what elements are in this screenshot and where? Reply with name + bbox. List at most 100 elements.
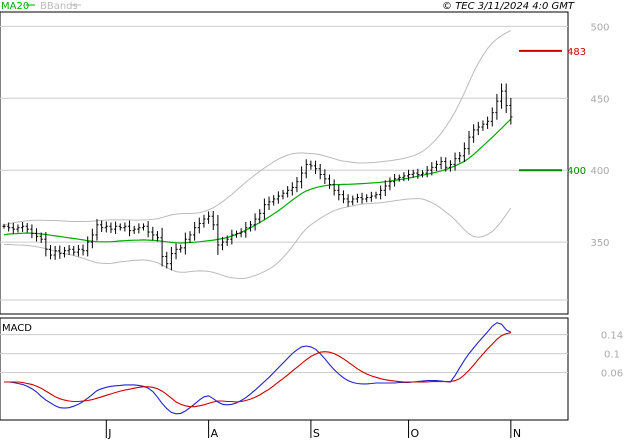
ohlc-bar	[100, 220, 104, 232]
ma20-series-line	[3, 118, 512, 244]
x-tick-label: N	[513, 427, 521, 440]
ohlc-bar	[351, 195, 355, 206]
ohlc-bar	[239, 228, 243, 238]
ohlc-bar	[448, 160, 452, 172]
ohlc-bar	[476, 121, 480, 136]
ohlc-bar	[39, 232, 43, 244]
bband-upper-line	[3, 29, 512, 226]
ohlc-bar	[34, 228, 39, 242]
x-tick-label: S	[313, 427, 320, 440]
price-y-tick-label: 450	[590, 94, 609, 105]
ohlc-bar	[230, 229, 234, 245]
ohlc-bar	[453, 152, 457, 171]
ohlc-bar	[286, 186, 290, 198]
ohlc-bar	[86, 236, 90, 257]
ohlc-bar	[151, 226, 155, 241]
ohlc-bar	[504, 83, 508, 114]
ohlc-bar	[486, 116, 490, 129]
ohlc-bar	[267, 196, 271, 210]
ohlc-bar	[309, 160, 313, 170]
ohlc-bar	[62, 246, 67, 258]
ohlc-bar	[262, 198, 266, 220]
ohlc-bar	[425, 165, 429, 178]
ohlc-bar	[2, 223, 6, 229]
macd-y-ticks: 0.14 0.1 0.06	[601, 331, 623, 380]
ohlc-bar	[174, 243, 178, 260]
x-tick-label: O	[411, 427, 420, 440]
ohlc-bar	[76, 245, 80, 257]
ohlc-bar	[397, 174, 401, 182]
ohlc-bar	[300, 166, 304, 189]
ohlc-bar	[132, 225, 136, 234]
macd-panel-frame	[0, 317, 569, 421]
ohlc-bar	[169, 246, 173, 271]
x-tick-label: A	[211, 427, 219, 440]
ohlc-bar	[355, 193, 359, 203]
ohlc-bar	[499, 83, 504, 109]
ohlc-bar	[72, 245, 76, 256]
ohlc-bar	[434, 160, 439, 172]
ohlc-bar	[360, 192, 364, 204]
ohlc-bar	[53, 245, 57, 260]
ohlc-bar	[155, 231, 160, 242]
ohlc-bar	[304, 159, 308, 179]
ma20-line	[3, 118, 512, 244]
ohlc-bar	[207, 211, 211, 224]
macd-y-tick-label: 0.06	[601, 369, 623, 380]
price-grid	[0, 25, 568, 301]
ohlc-bar	[95, 219, 99, 241]
level-label: 400	[567, 166, 586, 177]
ohlc-bar	[439, 156, 443, 170]
ohlc-bar	[118, 223, 122, 231]
ohlc-bar	[21, 222, 25, 232]
ohlc-bar	[369, 191, 373, 202]
ohlc-bar	[188, 231, 192, 244]
ohlc-bar	[248, 221, 253, 232]
ohlc-bar	[281, 189, 285, 200]
signal-series-line	[4, 332, 512, 408]
x-tick-label: J	[107, 427, 111, 440]
ohlc-bar	[193, 222, 197, 241]
ohlc-bar	[25, 222, 29, 233]
ohlc-bar	[332, 179, 336, 196]
price-y-ticks: 350 400 450 500	[590, 22, 609, 249]
ohlc-bar	[313, 160, 318, 174]
ohlc-bar	[109, 222, 113, 233]
ohlc-bar	[141, 223, 146, 231]
ohlc-bar	[472, 124, 476, 143]
ohlc-bar	[402, 172, 406, 182]
ohlc-bar	[220, 236, 225, 251]
macd-grid	[0, 334, 568, 374]
price-y-tick-label: 350	[590, 238, 609, 249]
bband-lower-line	[3, 197, 512, 280]
ohlc-bar	[420, 170, 425, 178]
legend-ma20-label: MA20	[1, 1, 29, 12]
ohlc-bar	[365, 194, 369, 203]
ohlc-bar	[114, 221, 118, 234]
ohlc-bar	[225, 235, 229, 246]
ohlc-bar	[104, 221, 108, 233]
ohlc-bar	[253, 213, 257, 231]
ohlc-bar	[323, 169, 327, 185]
ohlc-bar	[444, 157, 448, 172]
ohlc-bar	[183, 232, 187, 255]
ohlc-bar	[509, 97, 513, 125]
ohlc-bar	[462, 142, 466, 162]
ohlc-bar	[295, 176, 299, 193]
macd-y-tick-label: 0.1	[604, 350, 620, 361]
ohlc-bar	[318, 164, 322, 180]
ohlc-bar	[234, 230, 239, 238]
ohlc-bar	[202, 214, 206, 228]
ohlc-bar	[327, 174, 332, 189]
bollinger-bands	[3, 29, 512, 280]
ohlc-bar	[379, 185, 383, 200]
ohlc-bar	[146, 221, 150, 238]
ohlc-bar	[30, 224, 34, 239]
ohlc-bar	[11, 222, 15, 234]
ohlc-bar	[481, 120, 485, 131]
ohlc-bar	[411, 169, 415, 178]
ohlc-bar	[244, 222, 248, 238]
